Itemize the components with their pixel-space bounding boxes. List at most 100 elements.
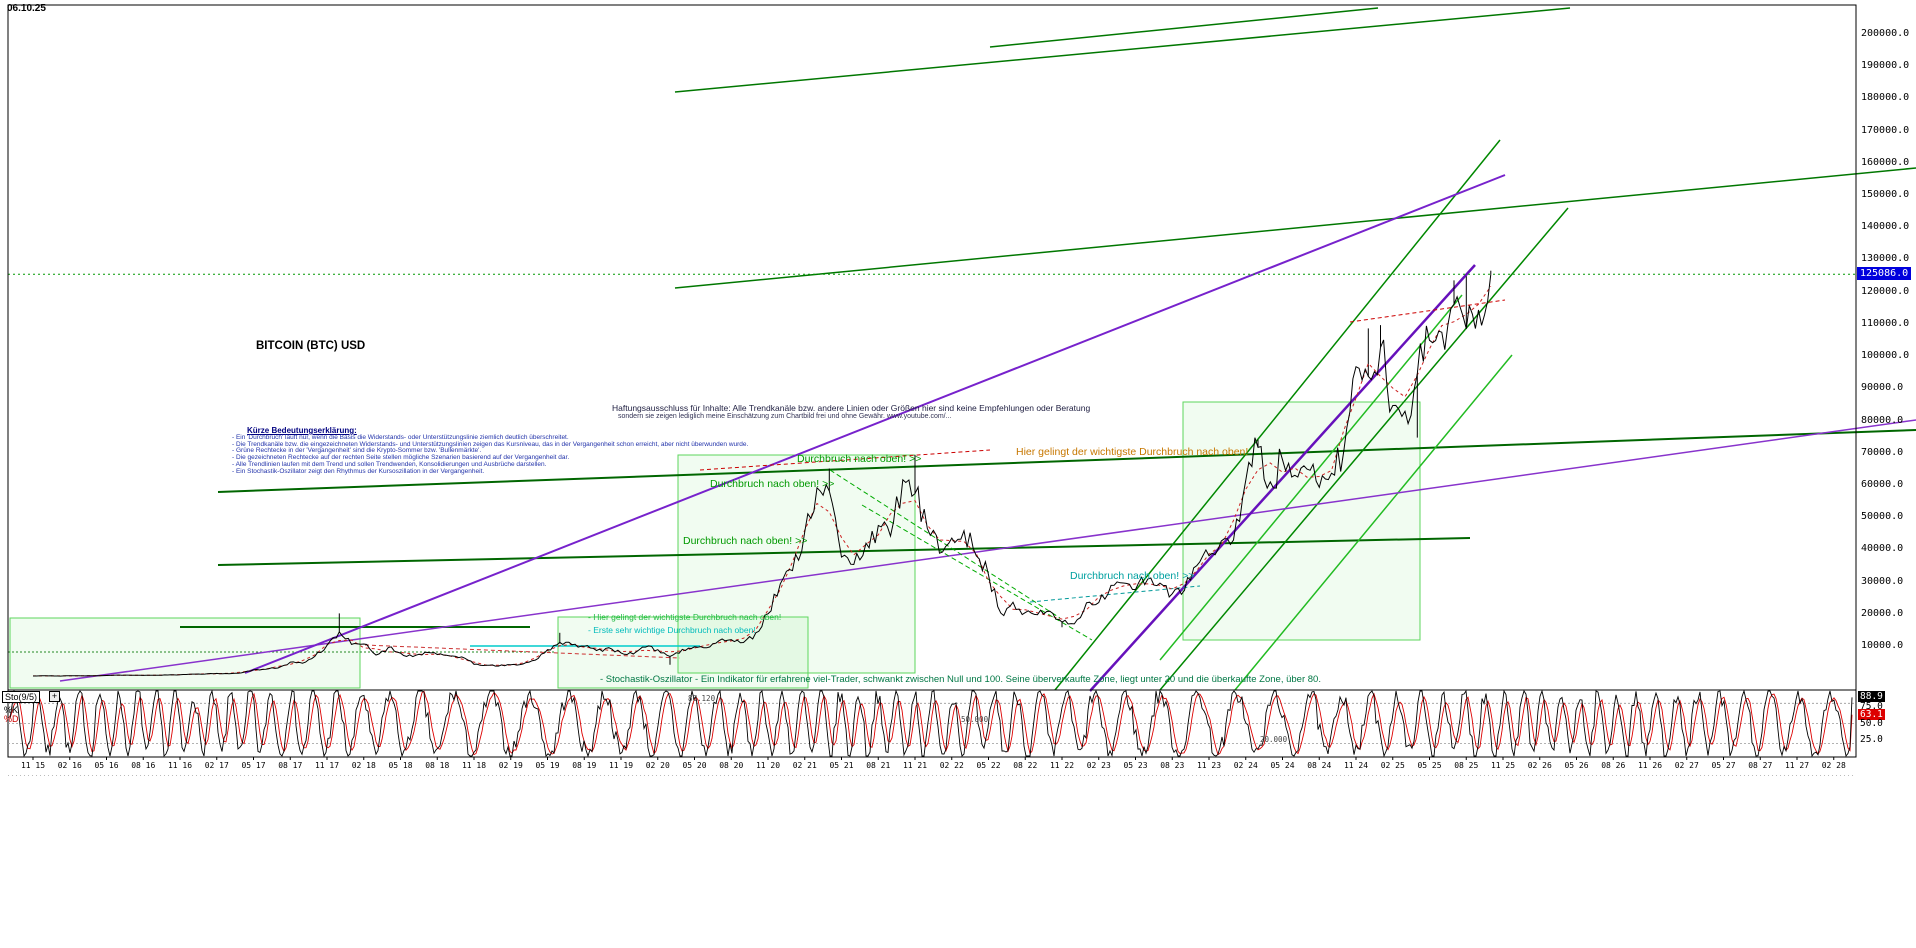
price-axis-label: 50000.0 bbox=[1861, 511, 1904, 523]
trendline bbox=[217, 537, 1471, 566]
price-axis-label: 70000.0 bbox=[1861, 446, 1904, 458]
x-axis-label: 02 26 bbox=[1527, 761, 1552, 770]
x-axis-label: 08 17 bbox=[278, 761, 303, 770]
disclaimer-line-2: sondern sie zeigen lediglich meine Einsc… bbox=[618, 413, 952, 420]
disclaimer-line-1: Haftungsausschluss für Inhalte: Alle Tre… bbox=[612, 403, 1091, 413]
x-axis-label: 11 21 bbox=[902, 761, 928, 770]
stochastic-description: - Stochastik-Oszillator - Ein Indikator … bbox=[600, 674, 1321, 685]
trendline bbox=[1159, 207, 1569, 691]
x-axis-label: 08 23 bbox=[1160, 761, 1185, 770]
x-axis-label: 02 22 bbox=[939, 761, 964, 770]
osc-ref-label: 80.120 bbox=[688, 694, 716, 704]
trendline bbox=[861, 504, 1093, 641]
price-axis-label: 80000.0 bbox=[1861, 414, 1904, 426]
breakout-label-2: Durchbruch nach oben! >> bbox=[710, 478, 835, 490]
x-axis-label: 08 25 bbox=[1454, 761, 1479, 770]
date-label: 06.10.25 bbox=[7, 3, 46, 14]
x-axis-label: 11 17 bbox=[314, 761, 340, 770]
x-axis-label: 02 23 bbox=[1086, 761, 1111, 770]
price-series-path bbox=[33, 274, 1492, 677]
minor-breakout-label-1: - Hier gelingt der wichtigste Durchbruch… bbox=[588, 612, 782, 622]
trendline bbox=[674, 167, 1916, 289]
osc-ref-label: 50.000 bbox=[961, 714, 989, 724]
legend-line: - Die Trendkanäle bzw. die eingezeichnet… bbox=[232, 440, 749, 448]
breakout-label-3: Durchbruch nach oben! >> bbox=[683, 535, 808, 547]
x-axis-label: 05 18 bbox=[388, 761, 413, 770]
chart-frame bbox=[7, 4, 1857, 758]
x-axis-label: 08 24 bbox=[1307, 761, 1332, 770]
x-axis-label: 08 27 bbox=[1748, 761, 1773, 770]
x-axis-label: 05 25 bbox=[1417, 761, 1442, 770]
stochastic-d-line bbox=[9, 690, 1853, 756]
legend-line: - Grüne Rechtecke in der 'Vergangenheit'… bbox=[232, 447, 482, 455]
x-axis-label: 11 18 bbox=[461, 761, 487, 770]
x-axis-label: 11 24 bbox=[1343, 761, 1369, 770]
trendline bbox=[674, 7, 1571, 93]
x-axis-label: 02 24 bbox=[1233, 761, 1258, 770]
add-indicator-button[interactable]: + bbox=[49, 691, 60, 702]
price-axis-label: 200000.0 bbox=[1861, 27, 1910, 39]
price-axis-label: 20000.0 bbox=[1861, 607, 1904, 619]
x-axis-label: 05 17 bbox=[241, 761, 266, 770]
price-axis-label: 30000.0 bbox=[1861, 575, 1904, 587]
x-axis-label: 11 20 bbox=[755, 761, 781, 770]
osc-axis-label: 75.0 bbox=[1860, 700, 1883, 712]
key-breakout-label: Hier gelingt der wichtigste Durchbruch n… bbox=[1016, 446, 1249, 458]
legend-block: Kürze Bedeutungserklärung: - Ein 'Durchb… bbox=[232, 426, 748, 475]
price-axis-label: 170000.0 bbox=[1861, 124, 1910, 136]
legend-line: - Ein Stochastik-Oszillator zeigt den Rh… bbox=[232, 467, 485, 475]
trendline bbox=[1054, 139, 1501, 691]
trendline bbox=[829, 469, 1061, 619]
x-axis-label: 02 16 bbox=[57, 761, 82, 770]
osc-ref-label: 20.000 bbox=[1260, 734, 1288, 744]
x-axis-label: 05 21 bbox=[829, 761, 854, 770]
x-axis-label: 02 21 bbox=[792, 761, 817, 770]
x-axis-label: 11 22 bbox=[1049, 761, 1075, 770]
trendline bbox=[364, 644, 681, 659]
price-axis-label: 10000.0 bbox=[1861, 640, 1904, 651]
osc-axis-label: 50.0 bbox=[1860, 717, 1883, 729]
x-axis-label: 02 25 bbox=[1380, 761, 1405, 770]
x-axis-label: 05 24 bbox=[1270, 761, 1295, 770]
legend-line: - Die gezeichneten Rechtecke auf der rec… bbox=[232, 454, 570, 462]
x-axis-label: 11 23 bbox=[1196, 761, 1222, 770]
percent-d-label: %D bbox=[4, 714, 19, 724]
x-axis-label: 05 26 bbox=[1564, 761, 1589, 770]
highlight-box bbox=[9, 617, 361, 689]
breakout-label-1: Durchbruch nach oben! >> bbox=[797, 453, 922, 465]
x-axis-label: 08 21 bbox=[866, 761, 891, 770]
minor-breakout-label-2: - Erste sehr wichtige Durchbruch nach ob… bbox=[588, 625, 756, 635]
stochastic-indicator-button[interactable]: Sto(9/5) bbox=[2, 691, 41, 703]
price-axis-label: 110000.0 bbox=[1861, 317, 1910, 329]
x-axis-label: 02 27 bbox=[1674, 761, 1699, 770]
price-axis-label: 120000.0 bbox=[1861, 285, 1910, 297]
price-axis-label: 40000.0 bbox=[1861, 543, 1904, 555]
x-axis-label: 11 26 bbox=[1637, 761, 1663, 770]
legend-line: - Alle Trendlinien laufen mit dem Trend … bbox=[232, 460, 547, 468]
x-axis-label: 08 26 bbox=[1601, 761, 1626, 770]
x-axis-label: 11 16 bbox=[167, 761, 193, 770]
x-axis-label: 02 19 bbox=[498, 761, 523, 770]
x-axis-label: 05 16 bbox=[94, 761, 119, 770]
highlight-box bbox=[557, 616, 809, 689]
x-axis-label: 05 23 bbox=[1123, 761, 1148, 770]
trendline bbox=[1349, 299, 1506, 323]
x-axis-label: 11 15 bbox=[20, 761, 46, 770]
trendline bbox=[1029, 585, 1201, 603]
x-axis-label: 05 22 bbox=[976, 761, 1001, 770]
x-axis-label: 02 18 bbox=[351, 761, 376, 770]
x-axis-label: 05 19 bbox=[535, 761, 560, 770]
x-axis-label: 11 27 bbox=[1784, 761, 1810, 770]
legend-line: - Ein 'Durchbruch' läuft nur, wenn die B… bbox=[232, 434, 569, 441]
x-axis-label: 08 19 bbox=[572, 761, 597, 770]
x-axis-label: 02 28 bbox=[1821, 761, 1846, 770]
trendline bbox=[59, 419, 1916, 682]
price-axis-label: 150000.0 bbox=[1861, 189, 1910, 201]
x-axis-label: 11 19 bbox=[608, 761, 634, 770]
trendline bbox=[1234, 354, 1513, 691]
x-axis-label: 11 25 bbox=[1490, 761, 1516, 770]
osc-axis-label: 25.0 bbox=[1860, 734, 1883, 746]
percent-k-label: %K bbox=[4, 705, 19, 715]
